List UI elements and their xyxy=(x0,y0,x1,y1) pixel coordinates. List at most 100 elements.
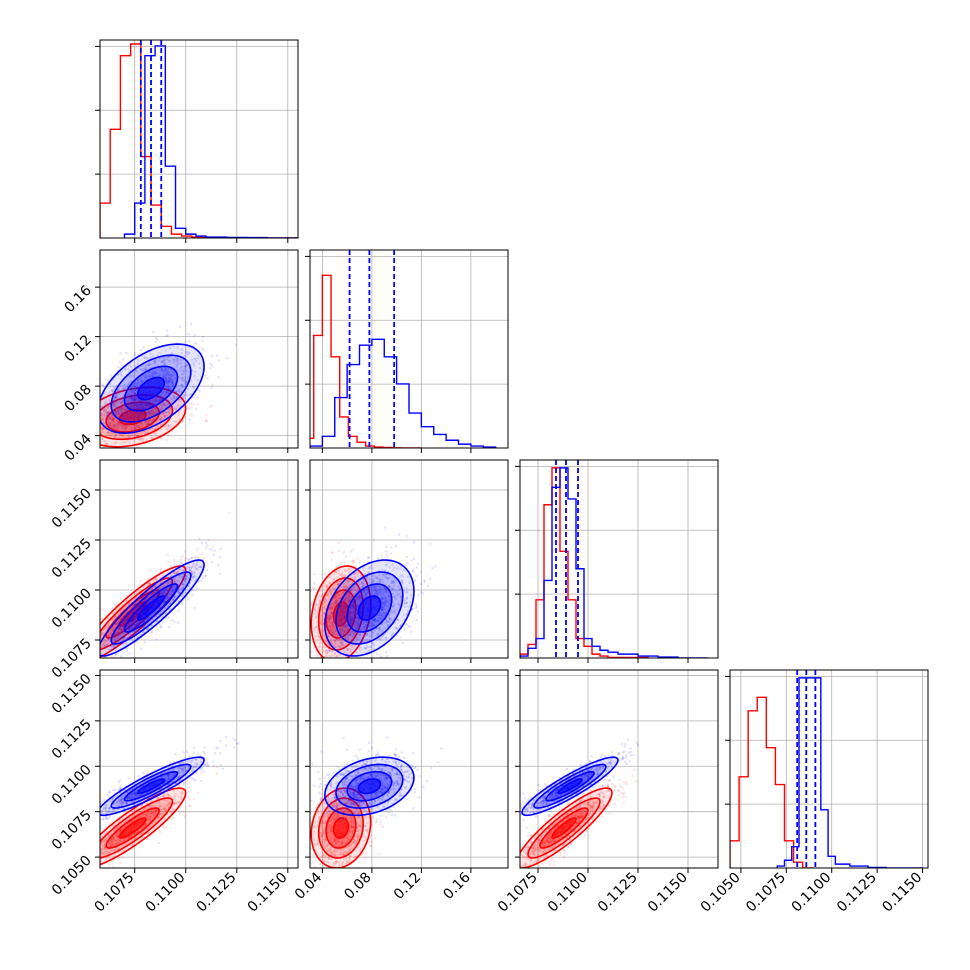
scatter-point xyxy=(160,407,163,410)
scatter-point xyxy=(173,595,176,598)
scatter-point xyxy=(165,357,169,361)
scatter-point xyxy=(321,619,324,622)
scatter-point xyxy=(141,411,144,414)
scatter-point xyxy=(152,372,155,375)
scatter-point xyxy=(130,606,134,609)
scatter-point xyxy=(101,437,104,441)
scatter-point xyxy=(327,621,330,624)
scatter-point xyxy=(103,641,106,644)
scatter-point xyxy=(183,550,187,553)
scatter-point xyxy=(89,406,91,408)
scatter-point xyxy=(161,359,164,363)
scatter-point xyxy=(128,627,131,631)
scatter-point xyxy=(106,411,110,414)
scatter-point xyxy=(144,401,148,405)
scatter-point xyxy=(114,434,118,438)
scatter-point xyxy=(96,419,98,421)
scatter-point xyxy=(159,592,163,596)
scatter-point xyxy=(185,380,188,384)
scatter-point xyxy=(359,646,362,649)
scatter-point xyxy=(176,590,179,593)
scatter-point xyxy=(168,360,172,363)
scatter-point xyxy=(114,632,118,635)
scatter-point xyxy=(176,414,180,417)
scatter-point xyxy=(118,626,121,629)
scatter-point xyxy=(131,622,135,625)
scatter-point xyxy=(331,605,334,609)
scatter-point xyxy=(139,412,142,416)
scatter-point xyxy=(163,588,167,592)
scatter-point xyxy=(169,423,173,426)
scatter-point xyxy=(96,661,98,663)
scatter-point xyxy=(145,596,149,600)
panel-frame xyxy=(99,459,299,659)
scatter-point xyxy=(114,652,118,656)
scatter-point xyxy=(136,383,139,386)
scatter-point xyxy=(120,636,123,640)
scatter-point xyxy=(137,381,140,384)
scatter-point xyxy=(385,555,389,559)
scatter-point xyxy=(124,440,127,444)
scatter-point xyxy=(194,567,198,570)
scatter-point xyxy=(162,412,165,416)
scatter-point xyxy=(113,424,116,428)
scatter-point xyxy=(160,369,164,372)
scatter-point xyxy=(164,367,168,370)
scatter-point xyxy=(322,584,325,588)
scatter-point xyxy=(192,386,196,389)
scatter-point xyxy=(100,666,102,668)
scatter-point xyxy=(121,631,125,634)
scatter-point xyxy=(136,425,139,429)
scatter-point xyxy=(134,617,138,621)
scatter-point xyxy=(181,560,184,563)
scatter-point xyxy=(164,600,168,603)
scatter-point xyxy=(136,415,139,419)
scatter-point xyxy=(100,645,103,648)
scatter-point xyxy=(150,403,154,406)
scatter-point xyxy=(96,403,98,405)
scatter-point xyxy=(166,379,169,382)
scatter-point xyxy=(121,642,125,646)
scatter-point xyxy=(106,442,109,445)
scatter-point xyxy=(75,432,77,434)
scatter-point xyxy=(185,380,188,384)
scatter-point xyxy=(129,402,132,406)
scatter-point xyxy=(135,403,138,407)
scatter-point xyxy=(350,632,353,636)
scatter-point xyxy=(124,642,127,645)
scatter-point xyxy=(81,665,83,667)
scatter-point xyxy=(155,577,158,580)
scatter-point xyxy=(119,401,122,405)
scatter-point xyxy=(90,422,92,424)
scatter-point xyxy=(136,612,139,615)
scatter-point xyxy=(129,406,132,409)
scatter-point xyxy=(159,398,162,401)
scatter-point xyxy=(155,372,158,376)
scatter-point xyxy=(115,392,118,396)
scatter-point xyxy=(126,647,129,650)
scatter-point xyxy=(64,413,66,415)
scatter-point xyxy=(168,602,172,605)
scatter-point xyxy=(183,574,187,577)
scatter-point xyxy=(150,374,154,377)
scatter-point xyxy=(143,641,147,644)
scatter-point xyxy=(154,340,157,344)
scatter-point xyxy=(115,634,119,637)
scatter-point xyxy=(190,556,193,560)
scatter-point xyxy=(137,426,141,429)
scatter-point xyxy=(330,590,333,594)
scatter-point xyxy=(183,367,186,370)
scatter-point xyxy=(193,579,196,582)
scatter-point xyxy=(192,363,196,367)
scatter-point xyxy=(165,616,168,620)
scatter-point xyxy=(121,407,125,410)
scatter-point xyxy=(171,383,174,386)
scatter-point xyxy=(117,413,120,416)
scatter-point xyxy=(173,560,176,564)
scatter-point xyxy=(97,414,99,416)
scatter-point xyxy=(191,386,195,389)
scatter-point xyxy=(174,377,177,380)
scatter-point xyxy=(70,433,72,435)
scatter-point xyxy=(170,618,174,622)
scatter-point xyxy=(71,432,73,434)
